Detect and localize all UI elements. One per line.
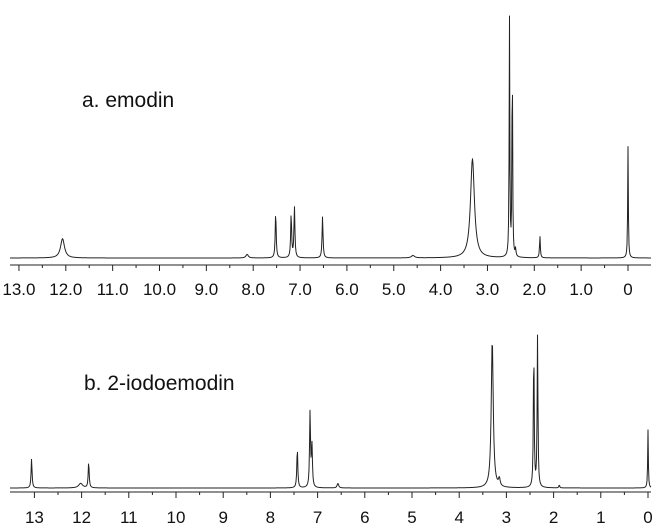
iodoemodin-tick-label-13: 0 — [643, 508, 652, 527]
iodoemodin-tick-label-5: 8 — [266, 508, 275, 527]
iodoemodin-tick-label-0: 13 — [25, 508, 44, 527]
emodin-tick-label-7: 6.0 — [335, 280, 359, 299]
iodoemodin-tick-label-1: 12 — [72, 508, 91, 527]
panel-b-title: b. 2-iodoemodin — [84, 372, 235, 395]
iodoemodin-tick-label-12: 1 — [596, 508, 605, 527]
emodin-tick-label-8: 5.0 — [382, 280, 406, 299]
emodin-tick-label-11: 2.0 — [522, 280, 546, 299]
emodin-tick-label-0: 13.0 — [2, 280, 35, 299]
emodin-spectrum-trace — [10, 15, 651, 259]
emodin-tick-label-10: 3.0 — [476, 280, 500, 299]
emodin-tick-label-5: 8.0 — [241, 280, 265, 299]
panel-a-title: a. emodin — [82, 89, 174, 112]
iodoemodin-spectrum-trace — [10, 334, 652, 489]
iodoemodin-tick-label-4: 9 — [218, 508, 227, 527]
emodin-tick-label-9: 4.0 — [429, 280, 453, 299]
iodoemodin-tick-label-11: 2 — [549, 508, 558, 527]
iodoemodin-tick-label-9: 4 — [454, 508, 463, 527]
iodoemodin-tick-label-10: 3 — [502, 508, 511, 527]
emodin-tick-label-4: 9.0 — [195, 280, 219, 299]
emodin-x-ticks: 13.0 12.0 11.0 10.0 9.0 8.0 7.0 6.0 5.0 4.0 3.0 2.0… — [2, 265, 633, 299]
iodoemodin-tick-label-6: 7 — [313, 508, 322, 527]
emodin-tick-label-13: 0 — [623, 280, 632, 299]
emodin-tick-label-6: 7.0 — [288, 280, 312, 299]
emodin-tick-label-3: 10.0 — [143, 280, 176, 299]
iodoemodin-spectrum-panel: b. 2-iodoemodin 13 12 11 10 9 8 7 6 5 4 3 2 1 0 — [10, 334, 653, 527]
iodoemodin-x-ticks: 13 12 11 10 9 8 7 6 5 4 3 2 1 0 — [25, 492, 653, 527]
emodin-tick-label-12: 1.0 — [569, 280, 593, 299]
emodin-tick-label-1: 12.0 — [49, 280, 82, 299]
iodoemodin-tick-label-2: 11 — [120, 508, 138, 527]
emodin-spectrum-panel: a. emodin 13.0 12.0 11.0 10.0 9.0 8.0 7.0 6.0 5.… — [2, 15, 651, 299]
iodoemodin-tick-label-3: 10 — [167, 508, 186, 527]
iodoemodin-tick-label-7: 6 — [360, 508, 369, 527]
emodin-tick-label-2: 11.0 — [97, 280, 129, 299]
iodoemodin-tick-label-8: 5 — [407, 508, 416, 527]
